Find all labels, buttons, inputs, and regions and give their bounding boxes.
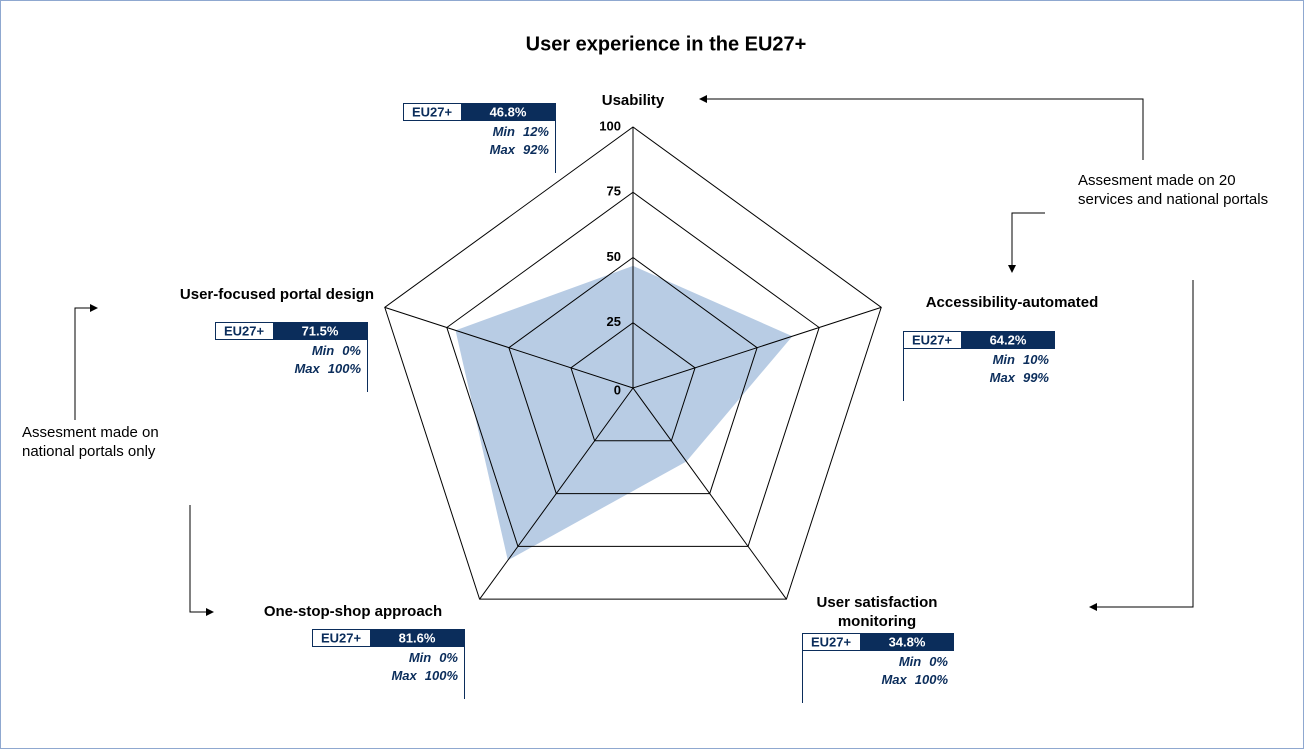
category-label: User satisfaction monitoring: [816, 594, 938, 630]
value-box: [273, 322, 367, 340]
min-label: Min: [993, 352, 1015, 367]
annotation: Assesment made on national portals only: [22, 424, 159, 460]
info-box: EU27+ 81.6% Min 0% Max 100%: [312, 629, 465, 699]
grid-ring: [446, 191, 820, 547]
max-value: 100%: [328, 361, 362, 376]
min-label: Min: [409, 650, 431, 665]
max-label: Max: [294, 361, 320, 376]
min-value: 10%: [1023, 352, 1049, 367]
series-label: EU27+: [412, 104, 453, 119]
chart-title: User experience in the EU27+: [526, 33, 807, 55]
min-line: Min 12%: [493, 124, 550, 139]
grid-ring: [508, 256, 758, 495]
grid-ring: [384, 126, 882, 600]
spoke: [632, 387, 787, 600]
r-tick-label: 75: [607, 184, 621, 199]
r-tick-label: 25: [607, 314, 621, 329]
value-label: 81.6%: [399, 630, 436, 645]
min-value: 0%: [929, 654, 948, 669]
max-value: 92%: [523, 142, 549, 157]
series-label: EU27+: [321, 630, 362, 645]
arrows: [74, 95, 1194, 616]
max-value: 100%: [425, 668, 459, 683]
r-tick-label: 50: [607, 249, 621, 264]
max-label: Max: [391, 668, 417, 683]
max-value: 99%: [1023, 370, 1049, 385]
value-box: [461, 103, 555, 121]
max-label: Max: [490, 142, 516, 157]
spoke: [479, 387, 634, 600]
info-box: EU27+ 34.8% Min 0% Max 100%: [802, 633, 954, 703]
category-label: One-stop-shop approach: [263, 603, 443, 620]
max-line: Max 100%: [294, 361, 361, 376]
series-label: EU27+: [912, 332, 953, 347]
series-label: EU27+: [224, 323, 265, 338]
info-box: EU27+ 71.5% Min 0% Max 100%: [215, 322, 368, 392]
category-label: Usability: [601, 92, 665, 109]
min-value: 0%: [342, 343, 361, 358]
info-box: EU27+ 46.8% Min 12% Max 92%: [403, 103, 556, 173]
value-label: 34.8%: [889, 634, 926, 649]
value-box: [860, 633, 954, 651]
value-box: [961, 331, 1055, 349]
spoke: [384, 306, 634, 389]
r-tick-label: 100: [599, 118, 621, 133]
max-line: Max 100%: [391, 668, 458, 683]
value-label: 71.5%: [302, 323, 339, 338]
series-label: EU27+: [811, 634, 852, 649]
annotation: Assesment made on 20 services and nation…: [1078, 172, 1269, 208]
category-label: Accessibility-automated: [925, 294, 1099, 311]
r-tick-label: 0: [614, 382, 621, 397]
max-line: Max 100%: [881, 672, 948, 687]
max-line: Max 99%: [990, 370, 1050, 385]
spoke: [632, 306, 882, 389]
value-label: 64.2%: [990, 332, 1027, 347]
max-value: 100%: [915, 672, 949, 687]
max-label: Max: [881, 672, 907, 687]
info-box: EU27+ 64.2% Min 10% Max 99%: [903, 331, 1055, 401]
min-label: Min: [493, 124, 515, 139]
min-line: Min 10%: [993, 352, 1050, 367]
max-line: Max 92%: [490, 142, 550, 157]
min-label: Min: [312, 343, 334, 358]
min-line: Min 0%: [899, 654, 949, 669]
max-label: Max: [990, 370, 1016, 385]
min-value: 0%: [439, 650, 458, 665]
value-label: 46.8%: [490, 104, 527, 119]
min-value: 12%: [523, 124, 549, 139]
data-area: [455, 265, 793, 561]
min-line: Min 0%: [409, 650, 459, 665]
min-line: Min 0%: [312, 343, 362, 358]
min-label: Min: [899, 654, 921, 669]
grid-ring: [570, 322, 696, 442]
value-box: [370, 629, 464, 647]
category-label: User-focused portal design: [179, 286, 375, 303]
